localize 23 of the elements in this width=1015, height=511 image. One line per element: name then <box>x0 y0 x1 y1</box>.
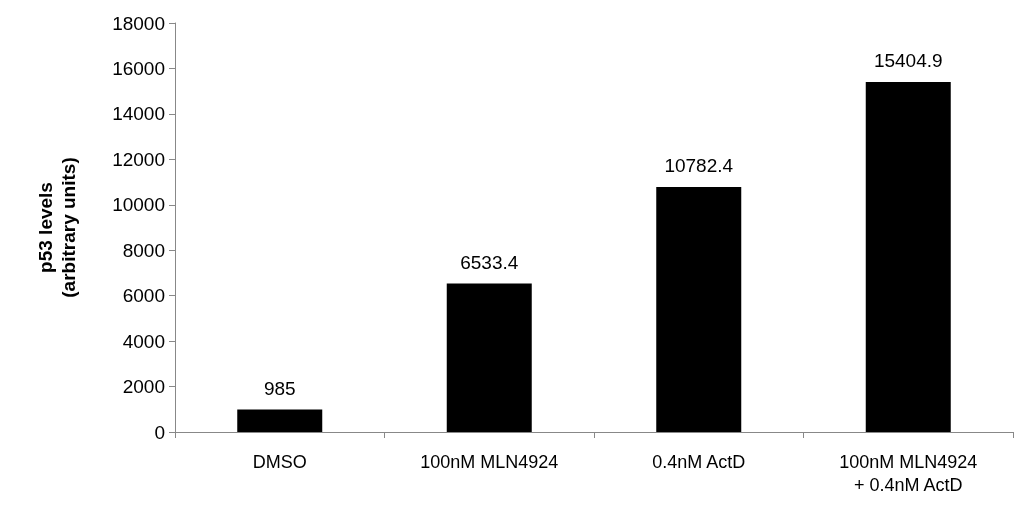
x-tick-label: 100nM MLN4924 + 0.4nM ActD <box>839 451 978 495</box>
y-tick-label: 10000 <box>112 194 165 216</box>
y-tick-label: 6000 <box>122 285 165 307</box>
bar <box>237 409 323 432</box>
y-tick-label: 8000 <box>122 239 165 261</box>
y-tick-label: 18000 <box>112 12 165 34</box>
y-axis-title: p53 levels (arbitrary units) <box>35 157 79 298</box>
data-label: 15404.9 <box>873 49 943 71</box>
x-tick-label: 100nM MLN4924 <box>420 451 559 472</box>
data-label: 985 <box>263 377 296 399</box>
bar <box>446 283 532 432</box>
bar <box>865 81 951 432</box>
data-label: 10782.4 <box>664 155 734 176</box>
y-tick-label: 4000 <box>122 330 165 352</box>
y-tick-label: 16000 <box>112 57 165 79</box>
x-tick-label: 0.4nM ActD <box>652 451 746 472</box>
x-tick-label: DMSO <box>252 451 307 472</box>
bar <box>656 187 742 432</box>
y-tick-label: 2000 <box>122 376 165 398</box>
y-tick-label: 14000 <box>112 103 165 125</box>
y-tick-label: 12000 <box>112 148 165 170</box>
data-label: 6533.4 <box>460 251 519 273</box>
y-tick-label: 0 <box>154 421 165 443</box>
